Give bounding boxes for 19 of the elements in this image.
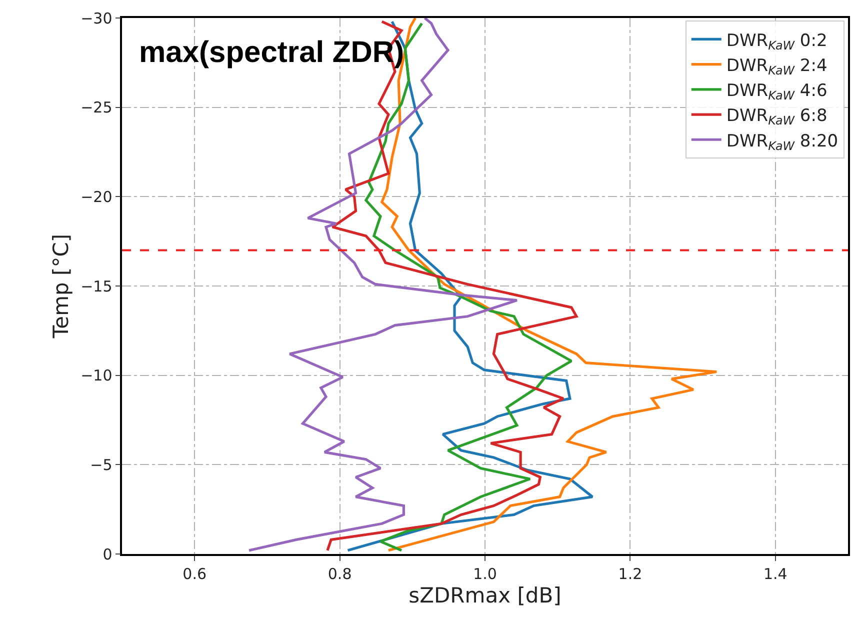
y-tick-label: −5	[90, 456, 112, 474]
y-tick-label: −10	[80, 366, 112, 385]
y-axis-title: Temp [°C]	[49, 234, 74, 340]
y-tick-label: −15	[80, 277, 112, 296]
x-tick-label: 0.6	[182, 564, 207, 583]
y-tick-label: −30	[80, 9, 112, 28]
legend-label: DWR$_{KaW}$ 8:20	[726, 131, 838, 153]
legend-label: DWR$_{KaW}$ 4:6	[726, 81, 828, 103]
legend-label: DWR$_{KaW}$ 6:8	[726, 106, 828, 128]
x-tick-label: 0.8	[328, 564, 352, 583]
y-tick-label: 0	[102, 545, 112, 564]
x-tick-label: 1.0	[473, 564, 497, 583]
y-tick-label: −25	[80, 98, 112, 117]
legend-label: DWR$_{KaW}$ 0:2	[726, 30, 828, 52]
x-axis-title: sZDRmax [dB]	[408, 583, 562, 608]
x-tick-label: 1.2	[618, 564, 642, 583]
x-tick-label: 1.4	[763, 564, 788, 583]
y-tick-label: −20	[80, 188, 112, 206]
legend-label: DWR$_{KaW}$ 2:4	[726, 56, 828, 78]
